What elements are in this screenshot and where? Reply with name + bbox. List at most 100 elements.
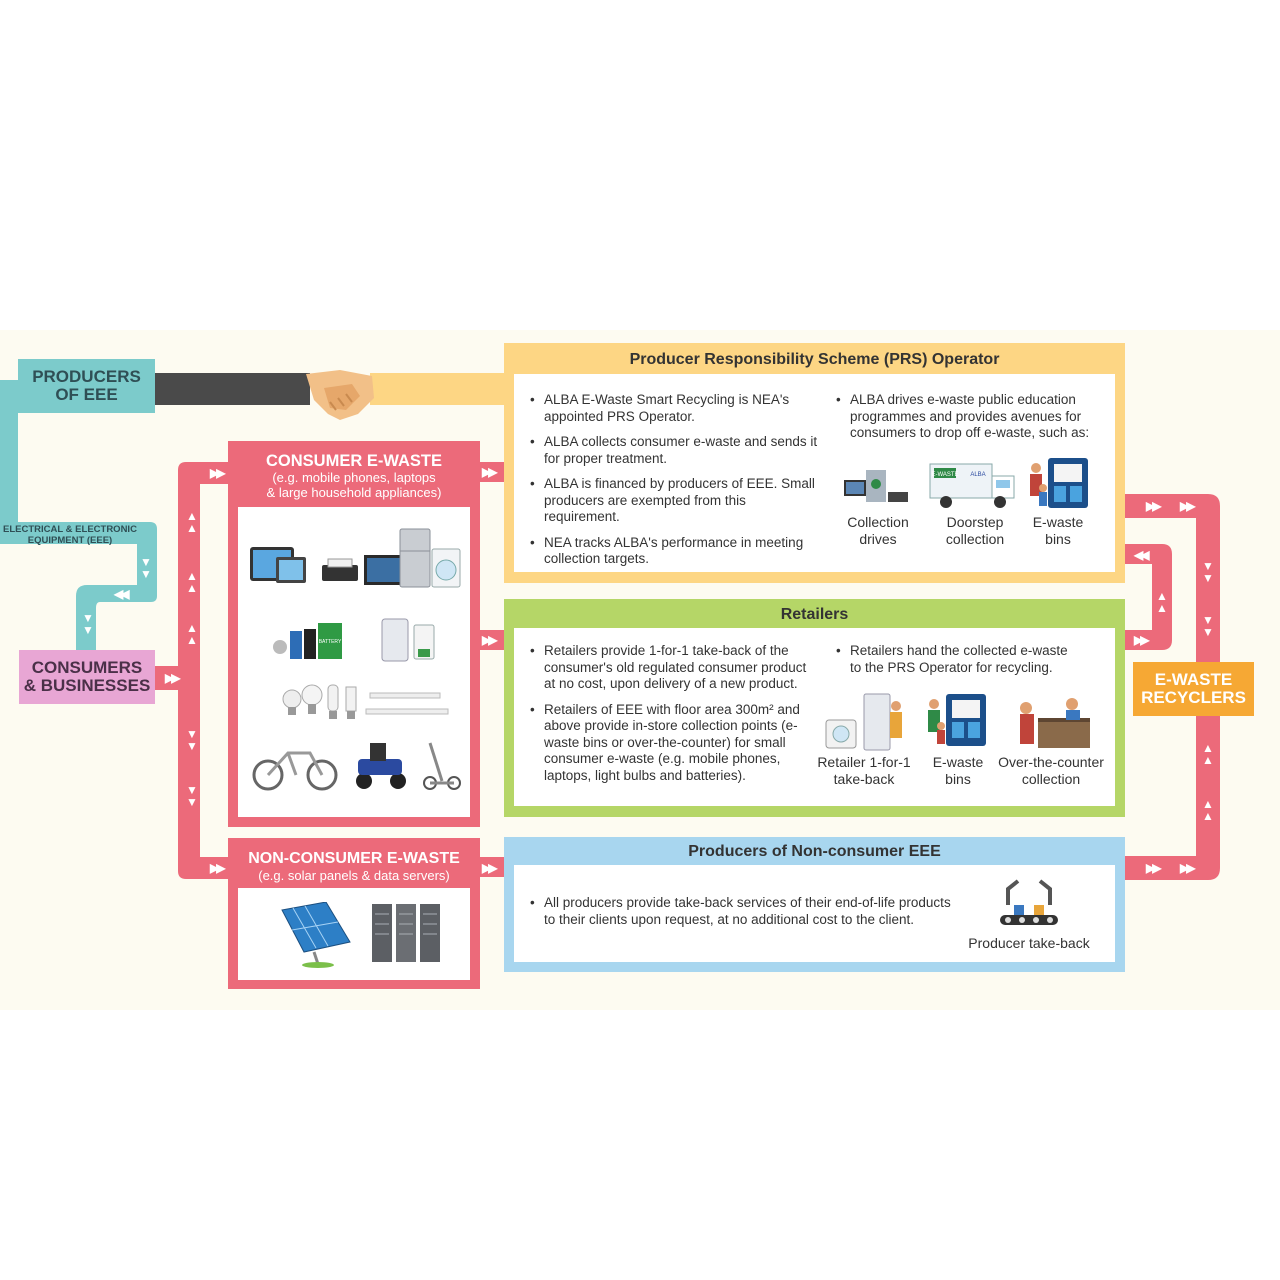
nonconsumer-sub: (e.g. solar panels & data servers) (258, 868, 450, 883)
inner-arrow-left: ◀◀ (1134, 548, 1150, 562)
power-bank-icon (381, 618, 435, 662)
noncons-to-recycler-arrow-1: ▶▶ (1146, 861, 1162, 875)
retailers-content: Retailers provide 1-for-1 take-back of t… (514, 628, 1115, 806)
consumer-to-retail-arrow: ▶▶ (482, 633, 498, 647)
cap-ewaste-bins: E-waste bins (1026, 514, 1090, 548)
prs-right-bullet: ALBA drives e-waste public education pro… (836, 392, 1096, 442)
solar-panel-icon (281, 902, 351, 968)
retailer-take-back-icon (825, 693, 902, 751)
pink-arrow-right-consumers: ▶▶ (165, 671, 181, 685)
retailers-bullet-2: Retailers of EEE with floor area 300m² a… (530, 702, 810, 785)
retailers-title: Retailers (780, 606, 849, 623)
recyclers-line1: E-WASTE (1154, 670, 1233, 690)
producers-line1: PRODUCERS (32, 367, 141, 387)
truck-brand: E-WASTE (931, 472, 958, 478)
prs-to-recycler-arrow-1: ▶▶ (1146, 499, 1162, 513)
pink-loop-right (1124, 494, 1220, 880)
trunk-arrow-up-3: ▲ ▲ (186, 621, 198, 647)
cap-rbins-l2: bins (945, 771, 971, 787)
cap-doorstep-l2: collection (945, 531, 1005, 547)
cap-producer-take-back: Producer take-back (968, 935, 1090, 951)
teal-connector-bend (0, 522, 157, 655)
consumer-ewaste-items: BATTERY (238, 507, 470, 817)
mobility-devices-icon (252, 742, 461, 791)
right-arrow-up-1: ▲ ▲ (1202, 741, 1214, 767)
prs-bullet-2: ALBA collects consumer e-waste and sends… (530, 434, 820, 467)
nonconsumer-title: NON-CONSUMER E-WASTE (248, 850, 460, 867)
collection-drives-icon (844, 470, 908, 502)
prs-bullet-1: ALBA E-Waste Smart Recycling is NEA's ap… (530, 392, 820, 425)
nonconsumer-producers-panel: Producers of Non-consumer EEE All produc… (504, 837, 1125, 972)
ewaste-bins-icon (1030, 458, 1088, 508)
cap-otc-l2: collection (1021, 771, 1081, 787)
producers-of-eee-box: PRODUCERS OF EEE (18, 359, 155, 413)
recyclers-line2: RECYCLERS (1141, 688, 1246, 707)
handshake-band-yellow (370, 373, 510, 405)
retailers-bullet-1: Retailers provide 1-for-1 take-back of t… (530, 643, 810, 693)
cap-collection-l2: drives (859, 531, 897, 547)
retail-ewaste-bins-icon (928, 694, 986, 746)
prs-bullet-4: NEA tracks ALBA's performance in meeting… (530, 535, 820, 568)
prs-bullet-3: ALBA is financed by producers of EEE. Sm… (530, 476, 820, 526)
teal-connector-vertical (0, 380, 18, 530)
truck-alba-text: ALBA (970, 472, 985, 478)
trunk-arrow-up-2: ▲ ▲ (186, 569, 198, 595)
pink-trunk-left (178, 462, 232, 879)
doorstep-collection-truck-icon: E-WASTE ALBA (929, 463, 1015, 508)
cap-rbins-l1: E-waste (932, 754, 984, 770)
retailers-left-bullets: Retailers provide 1-for-1 take-back of t… (530, 643, 810, 793)
prs-left-bullets: ALBA E-Waste Smart Recycling is NEA's ap… (530, 392, 820, 577)
nonconsumer-producers-content: All producers provide take-back services… (514, 865, 1115, 962)
right-arrow-down-1: ▼ ▼ (1202, 559, 1214, 585)
data-server-icon (372, 904, 440, 962)
trunk-arrow-right-top: ▶▶ (210, 466, 226, 480)
inner-arrow-right: ▶▶ (1134, 633, 1150, 647)
teal-arrow-left: ◀◀ (114, 587, 130, 601)
prs-operator-panel: Producer Responsibility Scheme (PRS) Ope… (504, 343, 1125, 583)
battery-label: BATTERY (319, 639, 342, 645)
pink-loop-inner (1124, 544, 1172, 650)
cap-doorstep-l1: Doorstep (946, 514, 1004, 530)
prs-title: Producer Responsibility Scheme (PRS) Ope… (629, 351, 1000, 368)
prs-to-recycler-arrow-2: ▶▶ (1180, 499, 1196, 513)
cap-bins-l2: bins (1045, 531, 1071, 547)
trunk-arrow-up-1: ▲ ▲ (186, 509, 198, 535)
prs-right-bullets: ALBA drives e-waste public education pro… (836, 392, 1096, 451)
nonconsumer-producers-bullet: All producers provide take-back services… (530, 895, 960, 928)
right-arrow-up-2: ▲ ▲ (1202, 797, 1214, 823)
teal-arrow-down-2: ▼ ▼ (82, 611, 94, 637)
consumer-ewaste-panel: CONSUMER E-WASTE (e.g. mobile phones, la… (228, 441, 480, 827)
cap-doorstep-collection: Doorstep collection (932, 514, 1018, 548)
pink-link-retail (478, 630, 508, 650)
nonconsumer-ewaste-panel: NON-CONSUMER E-WASTE (e.g. solar panels … (228, 838, 480, 989)
cap-retailer-take-back: Retailer 1-for-1 take-back (812, 754, 916, 788)
trunk-arrow-down-2: ▼ ▼ (186, 783, 198, 809)
consumer-ewaste-sub1: (e.g. mobile phones, laptops (272, 470, 436, 485)
handshake-band-dark (155, 373, 310, 405)
eee-line1: ELECTRICAL & ELECTRONIC (3, 524, 137, 535)
over-the-counter-icon (1020, 698, 1090, 748)
pink-stub-consumers (155, 666, 180, 690)
cap-retail-bins: E-waste bins (926, 754, 990, 788)
cap-bins-l1: E-waste (1032, 514, 1084, 530)
producers-line2: OF EEE (55, 385, 118, 404)
batteries-icon: BATTERY (273, 623, 342, 659)
devices-icon (250, 528, 461, 588)
nonconsumer-producers-title: Producers of Non-consumer EEE (688, 843, 941, 860)
pink-link-prs (478, 462, 508, 482)
light-bulbs-icon (282, 684, 449, 719)
consumers-line2: & BUSINESSES (23, 676, 151, 695)
producer-take-back-icon (1000, 879, 1058, 925)
ewaste-recyclers-box: E-WASTE RECYCLERS (1133, 662, 1254, 716)
nonconsumer-items (238, 888, 470, 980)
eee-label: ELECTRICAL & ELECTRONIC EQUIPMENT (EEE) (0, 524, 140, 546)
cap-takeback-l1: Retailer 1-for-1 (817, 754, 911, 770)
cap-collection-drives: Collection drives (840, 514, 916, 548)
trunk-arrow-down-1: ▼ ▼ (186, 727, 198, 753)
consumers-businesses-box: CONSUMERS & BUSINESSES (19, 650, 155, 704)
trunk-arrow-right-bottom: ▶▶ (210, 861, 226, 875)
handshake-icon (306, 370, 374, 420)
prs-content: ALBA E-Waste Smart Recycling is NEA's ap… (514, 374, 1115, 572)
consumer-ewaste-sub2: & large household appliances) (266, 485, 442, 500)
